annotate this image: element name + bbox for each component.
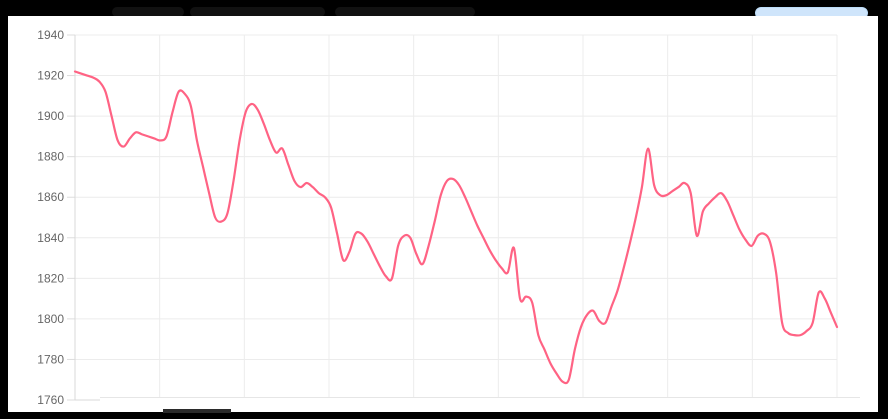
series-line-0 (73, 70, 839, 385)
grid-layer (74, 34, 838, 401)
y-tick-label: 1880 (37, 150, 64, 164)
chart-panel: 1760 1780 1800 1820 1840 1860 1880 1900 1920 1940 (8, 16, 878, 412)
y-tick-label: 1940 (37, 28, 64, 42)
y-tick-label: 1780 (37, 352, 64, 366)
axis-layer: 1760 1780 1800 1820 1840 1860 1880 1900 1920 1940 (37, 28, 837, 407)
y-tick-label: 1800 (37, 312, 64, 326)
line-chart: 1760 1780 1800 1820 1840 1860 1880 1900 1920 1940 (37, 28, 839, 407)
y-tick-label: 1760 (37, 393, 64, 407)
series-layer (73, 70, 839, 385)
top-pill-2 (190, 7, 325, 17)
y-tick-label: 1920 (37, 69, 64, 83)
top-pill-1 (112, 7, 184, 17)
y-tick-label: 1860 (37, 190, 64, 204)
bottom-dark-bar (163, 409, 231, 413)
y-tick-label: 1900 (37, 109, 64, 123)
y-tick-label: 1820 (37, 271, 64, 285)
top-pill-3 (335, 7, 475, 17)
y-tick-label: 1840 (37, 231, 64, 245)
bottom-strip (100, 397, 860, 410)
